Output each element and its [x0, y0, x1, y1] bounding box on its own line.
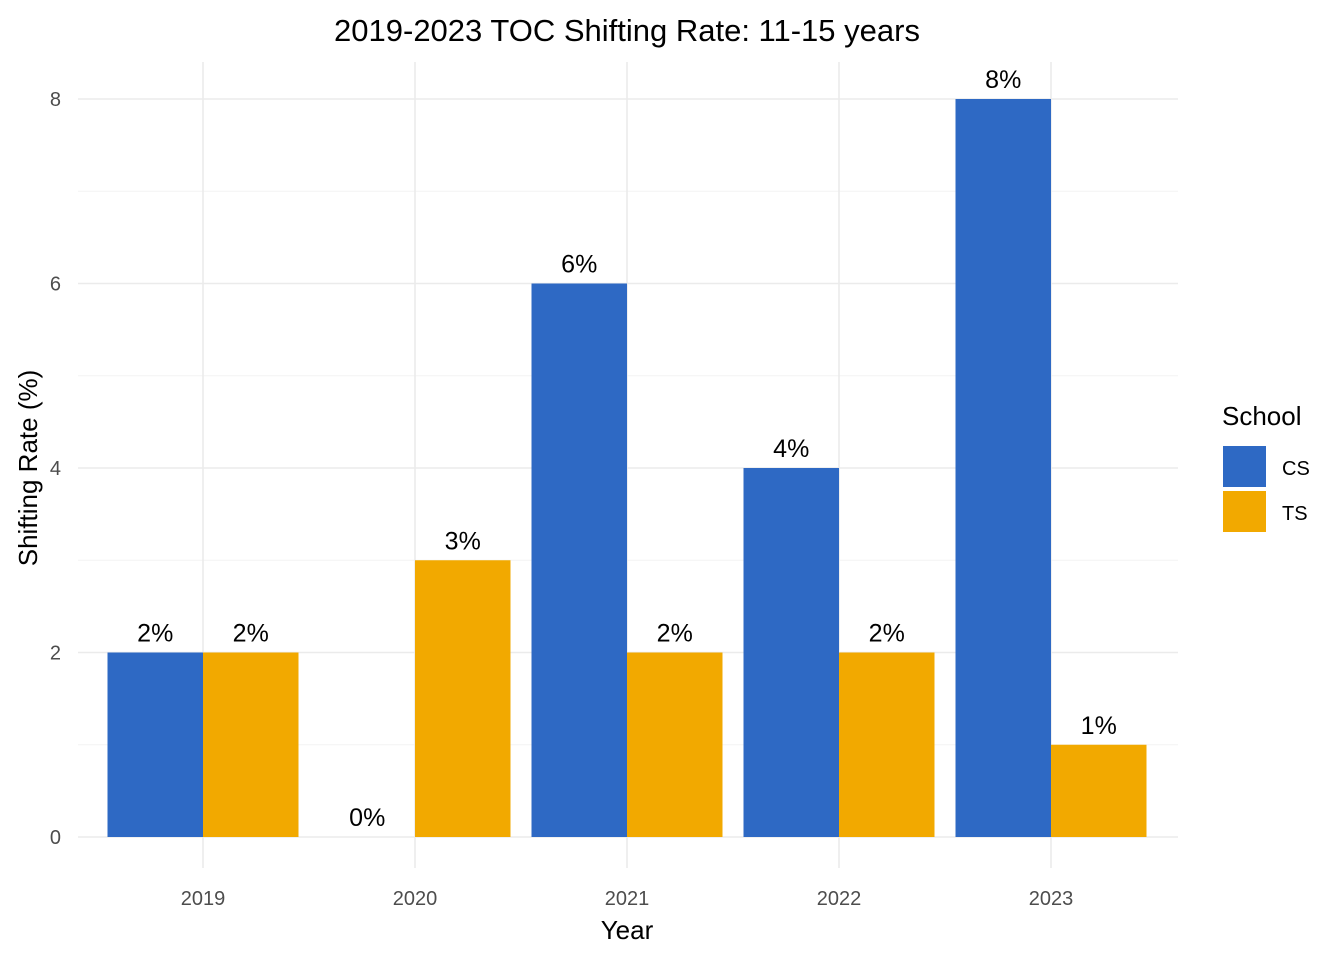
bar-ts-2022	[839, 652, 935, 837]
legend-swatch-cs	[1223, 446, 1266, 487]
legend: School CS TS	[1222, 401, 1310, 532]
data-label: 3%	[445, 527, 481, 555]
data-label: 2%	[657, 620, 693, 648]
data-label: 8%	[985, 66, 1021, 94]
data-label: 0%	[349, 804, 385, 832]
x-axis-title: Year	[601, 915, 654, 945]
data-labels: 2% 0% 6% 4% 8% 2% 3% 2% 2% 1%	[137, 66, 1117, 832]
data-label: 2%	[869, 620, 905, 648]
x-tick-label: 2021	[605, 888, 650, 910]
bar-ts-2020	[415, 560, 511, 837]
data-label: 4%	[773, 435, 809, 463]
x-tick-label: 2019	[181, 888, 226, 910]
y-tick-label: 8	[50, 89, 61, 111]
data-label: 1%	[1081, 712, 1117, 740]
data-label: 2%	[137, 620, 173, 648]
bar-cs-2022	[743, 468, 839, 837]
y-axis-ticks: 0 2 4 6 8	[50, 89, 61, 849]
data-label: 2%	[233, 620, 269, 648]
legend-swatch-ts	[1223, 491, 1266, 532]
y-tick-label: 4	[50, 458, 61, 480]
y-axis-title: Shifting Rate (%)	[13, 370, 43, 567]
x-tick-label: 2020	[393, 888, 438, 910]
x-tick-label: 2022	[817, 888, 862, 910]
y-tick-label: 2	[50, 643, 61, 665]
bar-cs-2019	[107, 652, 203, 837]
bar-cs-2021	[531, 283, 627, 837]
x-axis-ticks: 2019 2020 2021 2022 2023	[181, 888, 1074, 910]
chart-title: 2019-2023 TOC Shifting Rate: 11-15 years	[334, 13, 920, 48]
legend-title: School	[1222, 401, 1302, 431]
bar-ts-2019	[203, 652, 299, 837]
legend-label-ts: TS	[1282, 503, 1308, 525]
y-tick-label: 0	[50, 827, 61, 849]
bar-ts-2023	[1051, 744, 1147, 837]
bar-ts-2021	[627, 652, 723, 837]
bars	[107, 99, 1147, 837]
data-label: 6%	[561, 251, 597, 279]
y-tick-label: 6	[50, 274, 61, 296]
bar-cs-2023	[955, 99, 1051, 837]
x-tick-label: 2023	[1029, 888, 1074, 910]
legend-label-cs: CS	[1282, 458, 1310, 480]
